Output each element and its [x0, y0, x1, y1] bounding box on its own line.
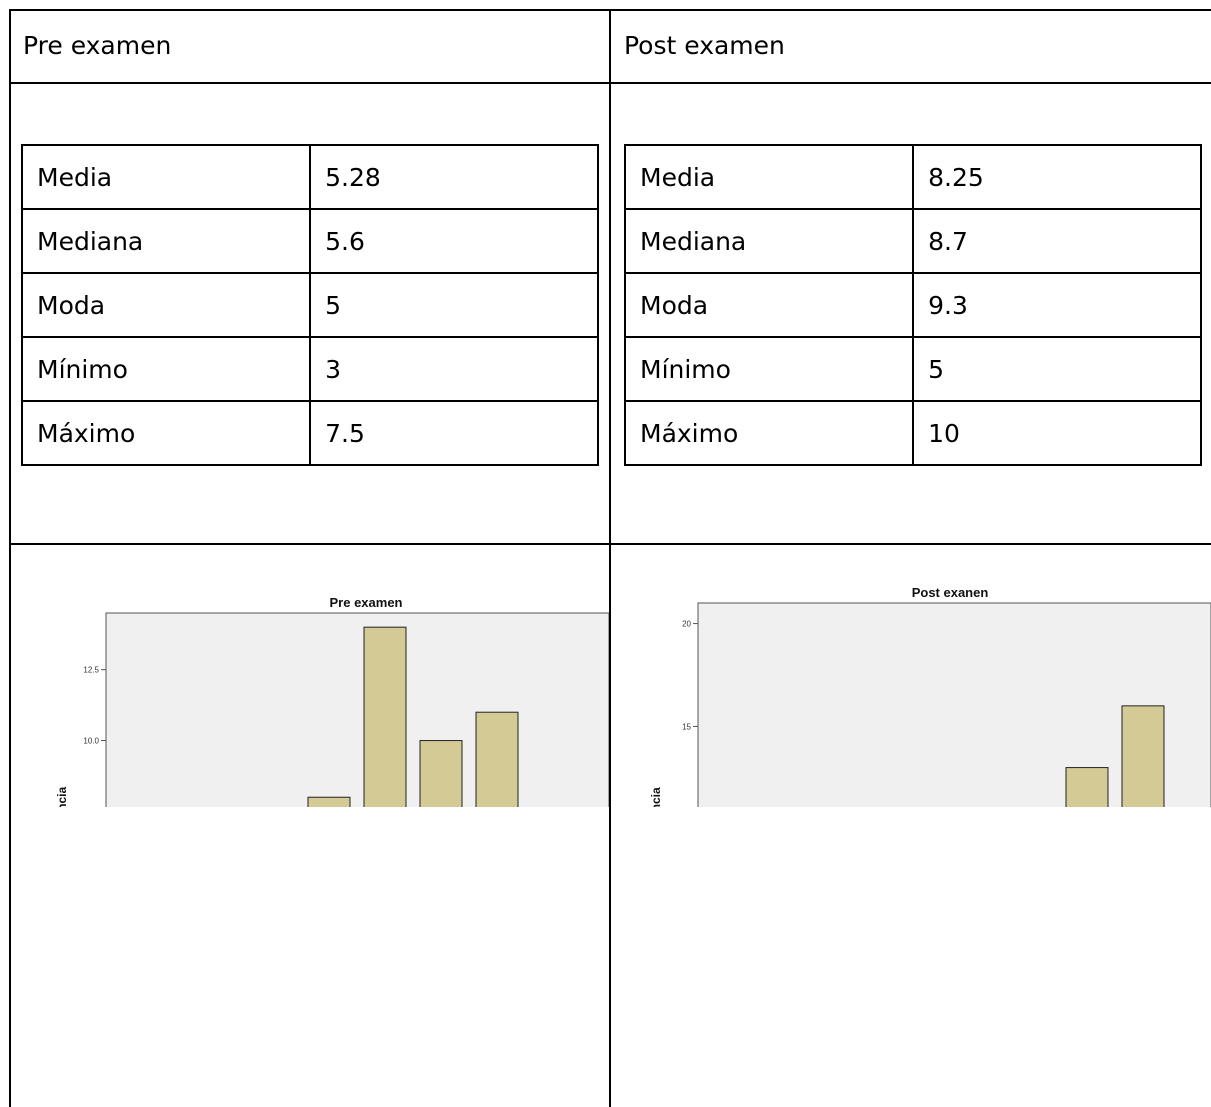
pre-histogram: Pre examen0.02.55.07.510.012.5.33.13.74.…	[11, 545, 609, 807]
bar	[363, 626, 407, 807]
post-heading: Post examen	[624, 31, 785, 60]
stat-label: Mínimo	[623, 336, 915, 402]
table-row: Mínimo 3	[20, 336, 599, 402]
table-row: Mínimo 5	[623, 336, 1202, 402]
table-row: Máximo 7.5	[20, 400, 599, 466]
post-stats-table: Media 8.25 Mediana 8.7 Moda 9.3 Mínimo 5 Máx…	[623, 144, 1202, 466]
table-row: Media 5.28	[20, 144, 599, 210]
stat-value: 5.28	[309, 144, 599, 210]
bar	[419, 740, 463, 807]
pre-heading: Pre examen	[23, 31, 172, 60]
table-row: Media 8.25	[623, 144, 1202, 210]
table-row: Mediana 8.7	[623, 208, 1202, 274]
stat-value: 8.7	[912, 208, 1202, 274]
pre-histogram-svg: Pre examen0.02.55.07.510.012.5.33.13.74.…	[55, 595, 609, 807]
table-row: Mediana 5.6	[20, 208, 599, 274]
frame-center-divider	[609, 9, 611, 1107]
pre-stats-table: Media 5.28 Mediana 5.6 Moda 5 Mínimo 3 Máxim…	[20, 144, 599, 466]
y-tick-label: 10.0	[83, 737, 99, 746]
bar	[307, 796, 351, 807]
frame-left-border	[9, 9, 11, 1107]
stat-label: Moda	[623, 272, 915, 338]
frame-row-divider	[9, 543, 1211, 545]
stat-label: Mínimo	[20, 336, 312, 402]
bar	[1121, 705, 1165, 807]
y-tick-label: 15	[682, 722, 691, 731]
y-tick-label: 20	[682, 620, 691, 629]
stat-value: 3	[309, 336, 599, 402]
stat-label: Máximo	[623, 400, 915, 466]
stat-value: 5	[309, 272, 599, 338]
stat-value: 10	[912, 400, 1202, 466]
stat-label: Máximo	[20, 400, 312, 466]
stat-label: Mediana	[20, 208, 312, 274]
stat-value: 9.3	[912, 272, 1202, 338]
stat-value: 7.5	[309, 400, 599, 466]
stat-value: 8.25	[912, 144, 1202, 210]
plot-area	[105, 612, 609, 807]
chart-title: Pre examen	[330, 595, 403, 610]
stat-label: Media	[20, 144, 312, 210]
y-axis-label: Frecuencia	[55, 786, 69, 807]
post-histogram: Post exanen051015205.05.66.26.87.58.18.7…	[611, 545, 1211, 807]
post-histogram-svg: Post exanen051015205.05.66.26.87.58.18.7…	[649, 585, 1211, 807]
bar	[475, 711, 519, 807]
y-tick-label: 12.5	[83, 666, 99, 675]
bar	[1065, 767, 1109, 807]
table-row: Moda 5	[20, 272, 599, 338]
chart-title: Post exanen	[912, 585, 989, 600]
table-row: Máximo 10	[623, 400, 1202, 466]
stat-label: Media	[623, 144, 915, 210]
y-axis-label: Frecuencia	[649, 787, 663, 807]
frame-header-divider	[9, 82, 1211, 84]
stat-value: 5	[912, 336, 1202, 402]
stat-label: Mediana	[623, 208, 915, 274]
stat-label: Moda	[20, 272, 312, 338]
stat-value: 5.6	[309, 208, 599, 274]
table-row: Moda 9.3	[623, 272, 1202, 338]
